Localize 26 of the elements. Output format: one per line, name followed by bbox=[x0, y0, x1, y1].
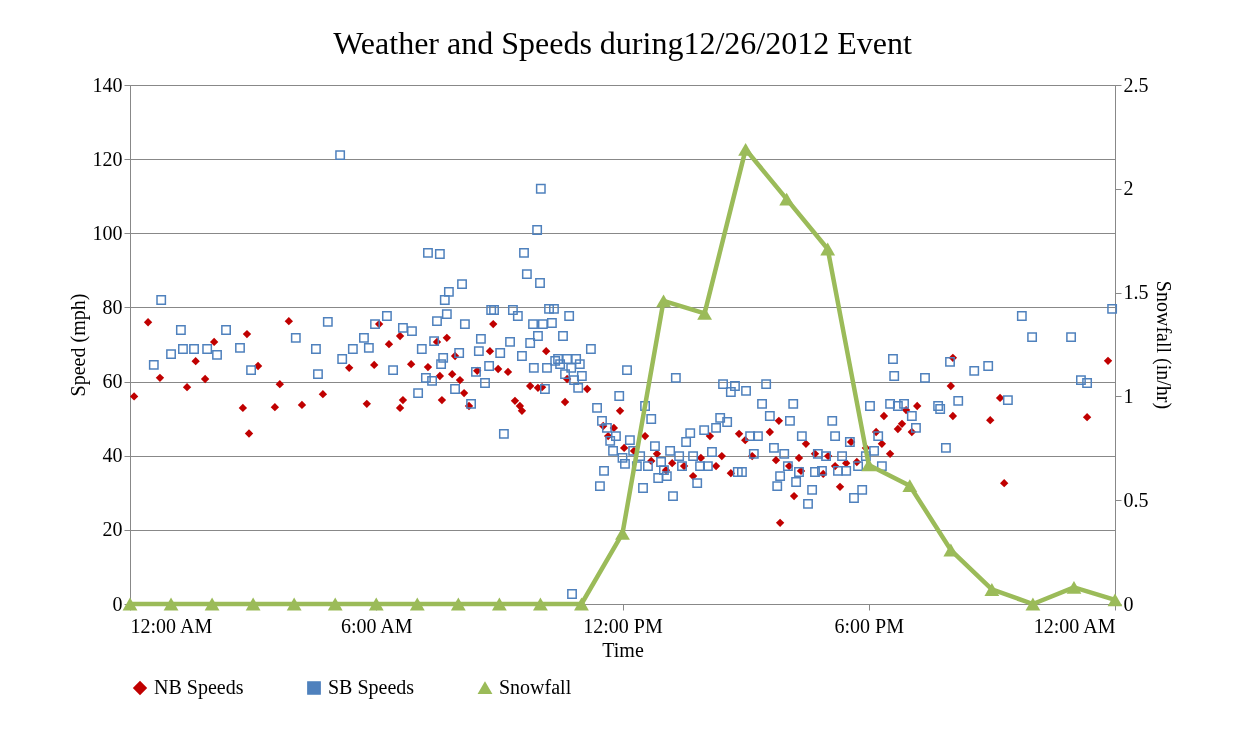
y2-tick-label: 0.5 bbox=[1123, 488, 1149, 511]
y2-tick-label: 0 bbox=[1123, 592, 1134, 615]
y-tick-label: 80 bbox=[102, 295, 123, 318]
y-tick-label: 120 bbox=[92, 147, 123, 170]
legend-label: SB Speeds bbox=[328, 676, 415, 699]
x-tick-label: 12:00 AM bbox=[1033, 614, 1116, 637]
x-tick-label: 6:00 AM bbox=[340, 614, 413, 637]
x-tick-label: 6:00 PM bbox=[834, 614, 905, 637]
y2-tick-label: 1.5 bbox=[1123, 281, 1149, 304]
y-tick-label: 60 bbox=[102, 370, 123, 393]
y2-tick-label: 1 bbox=[1123, 384, 1134, 407]
x-axis-title: Time bbox=[602, 638, 644, 661]
y-tick-label: 140 bbox=[92, 73, 123, 96]
y-tick-label: 100 bbox=[92, 221, 123, 244]
y-tick-label: 40 bbox=[102, 444, 123, 467]
y-tick-label: 0 bbox=[112, 592, 123, 615]
x-tick-label: 12:00 PM bbox=[583, 614, 663, 637]
legend-label: Snowfall bbox=[499, 676, 572, 698]
chart-title: Weather and Speeds during12/26/2012 Event bbox=[333, 25, 912, 61]
x-tick-label: 12:00 AM bbox=[130, 614, 213, 637]
legend-label: NB Speeds bbox=[154, 676, 244, 699]
y2-axis-title: Snowfall (in/hr) bbox=[1151, 280, 1175, 410]
y2-tick-label: 2.5 bbox=[1123, 73, 1149, 96]
y2-tick-label: 2 bbox=[1123, 177, 1134, 200]
y-tick-label: 20 bbox=[102, 518, 123, 541]
y-axis-title: Speed (mph) bbox=[66, 293, 90, 397]
